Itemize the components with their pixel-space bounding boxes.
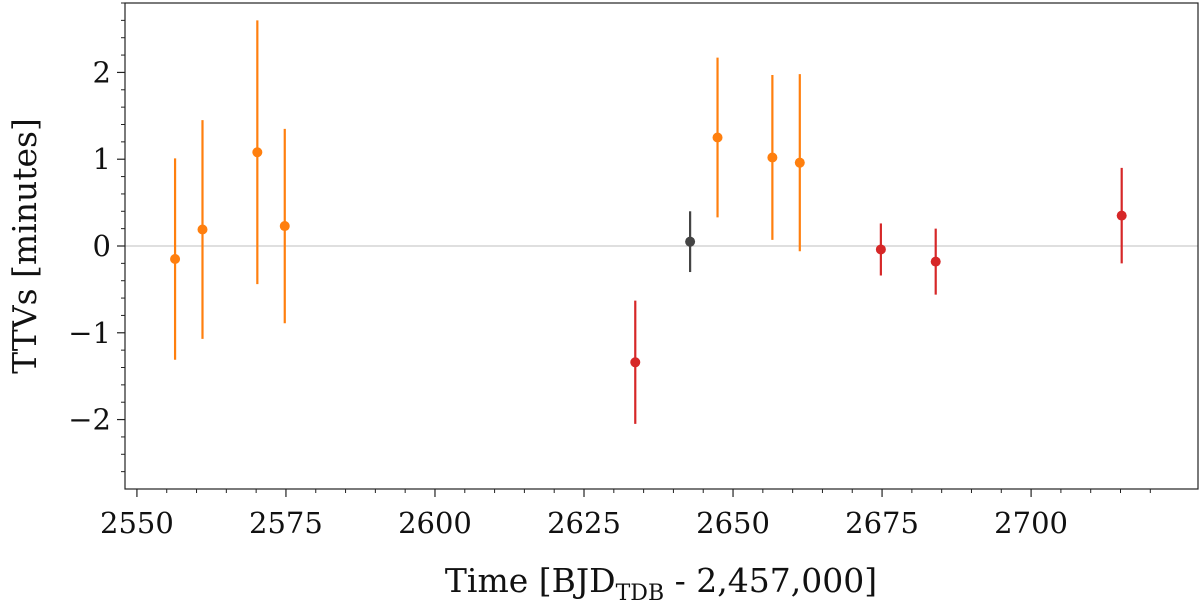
data-point bbox=[767, 152, 778, 163]
x-axis-label-suffix: - 2,457,000] bbox=[664, 561, 877, 600]
x-tick-label: 2550 bbox=[100, 506, 174, 540]
x-axis-label-subscript: TDB bbox=[616, 581, 664, 606]
y-tick-label: −2 bbox=[68, 403, 111, 437]
data-point bbox=[685, 236, 696, 247]
x-axis-label-main: Time [BJD bbox=[445, 561, 616, 600]
data-point bbox=[630, 357, 641, 368]
x-tick-label: 2700 bbox=[994, 506, 1068, 540]
y-ticks: −2 −1 0 1 2 bbox=[68, 2, 125, 473]
data-point bbox=[279, 221, 290, 232]
data-point bbox=[170, 254, 181, 265]
data-point bbox=[712, 132, 723, 143]
x-axis-label: Time [BJDTDB - 2,457,000] bbox=[445, 561, 877, 606]
data-point bbox=[794, 157, 805, 168]
data-point bbox=[197, 224, 208, 235]
y-tick-label: 2 bbox=[93, 55, 111, 89]
x-tick-label: 2625 bbox=[547, 506, 621, 540]
x-tick-label: 2575 bbox=[249, 506, 323, 540]
x-tick-label: 2650 bbox=[696, 506, 770, 540]
x-tick-label: 2600 bbox=[398, 506, 472, 540]
data-point bbox=[875, 244, 886, 255]
error-bars bbox=[173, 20, 1123, 424]
x-ticks: 2550 2575 2600 2625 2650 2675 2700 bbox=[100, 489, 1151, 540]
data-points bbox=[170, 132, 1127, 368]
data-point bbox=[930, 256, 941, 267]
data-point bbox=[1116, 210, 1127, 221]
y-tick-label: 0 bbox=[93, 229, 111, 263]
y-tick-label: −1 bbox=[68, 316, 111, 350]
data-point bbox=[252, 147, 263, 158]
y-axis-label: TTVs [minutes] bbox=[5, 118, 44, 374]
x-tick-label: 2675 bbox=[845, 506, 919, 540]
y-tick-label: 1 bbox=[93, 142, 111, 176]
